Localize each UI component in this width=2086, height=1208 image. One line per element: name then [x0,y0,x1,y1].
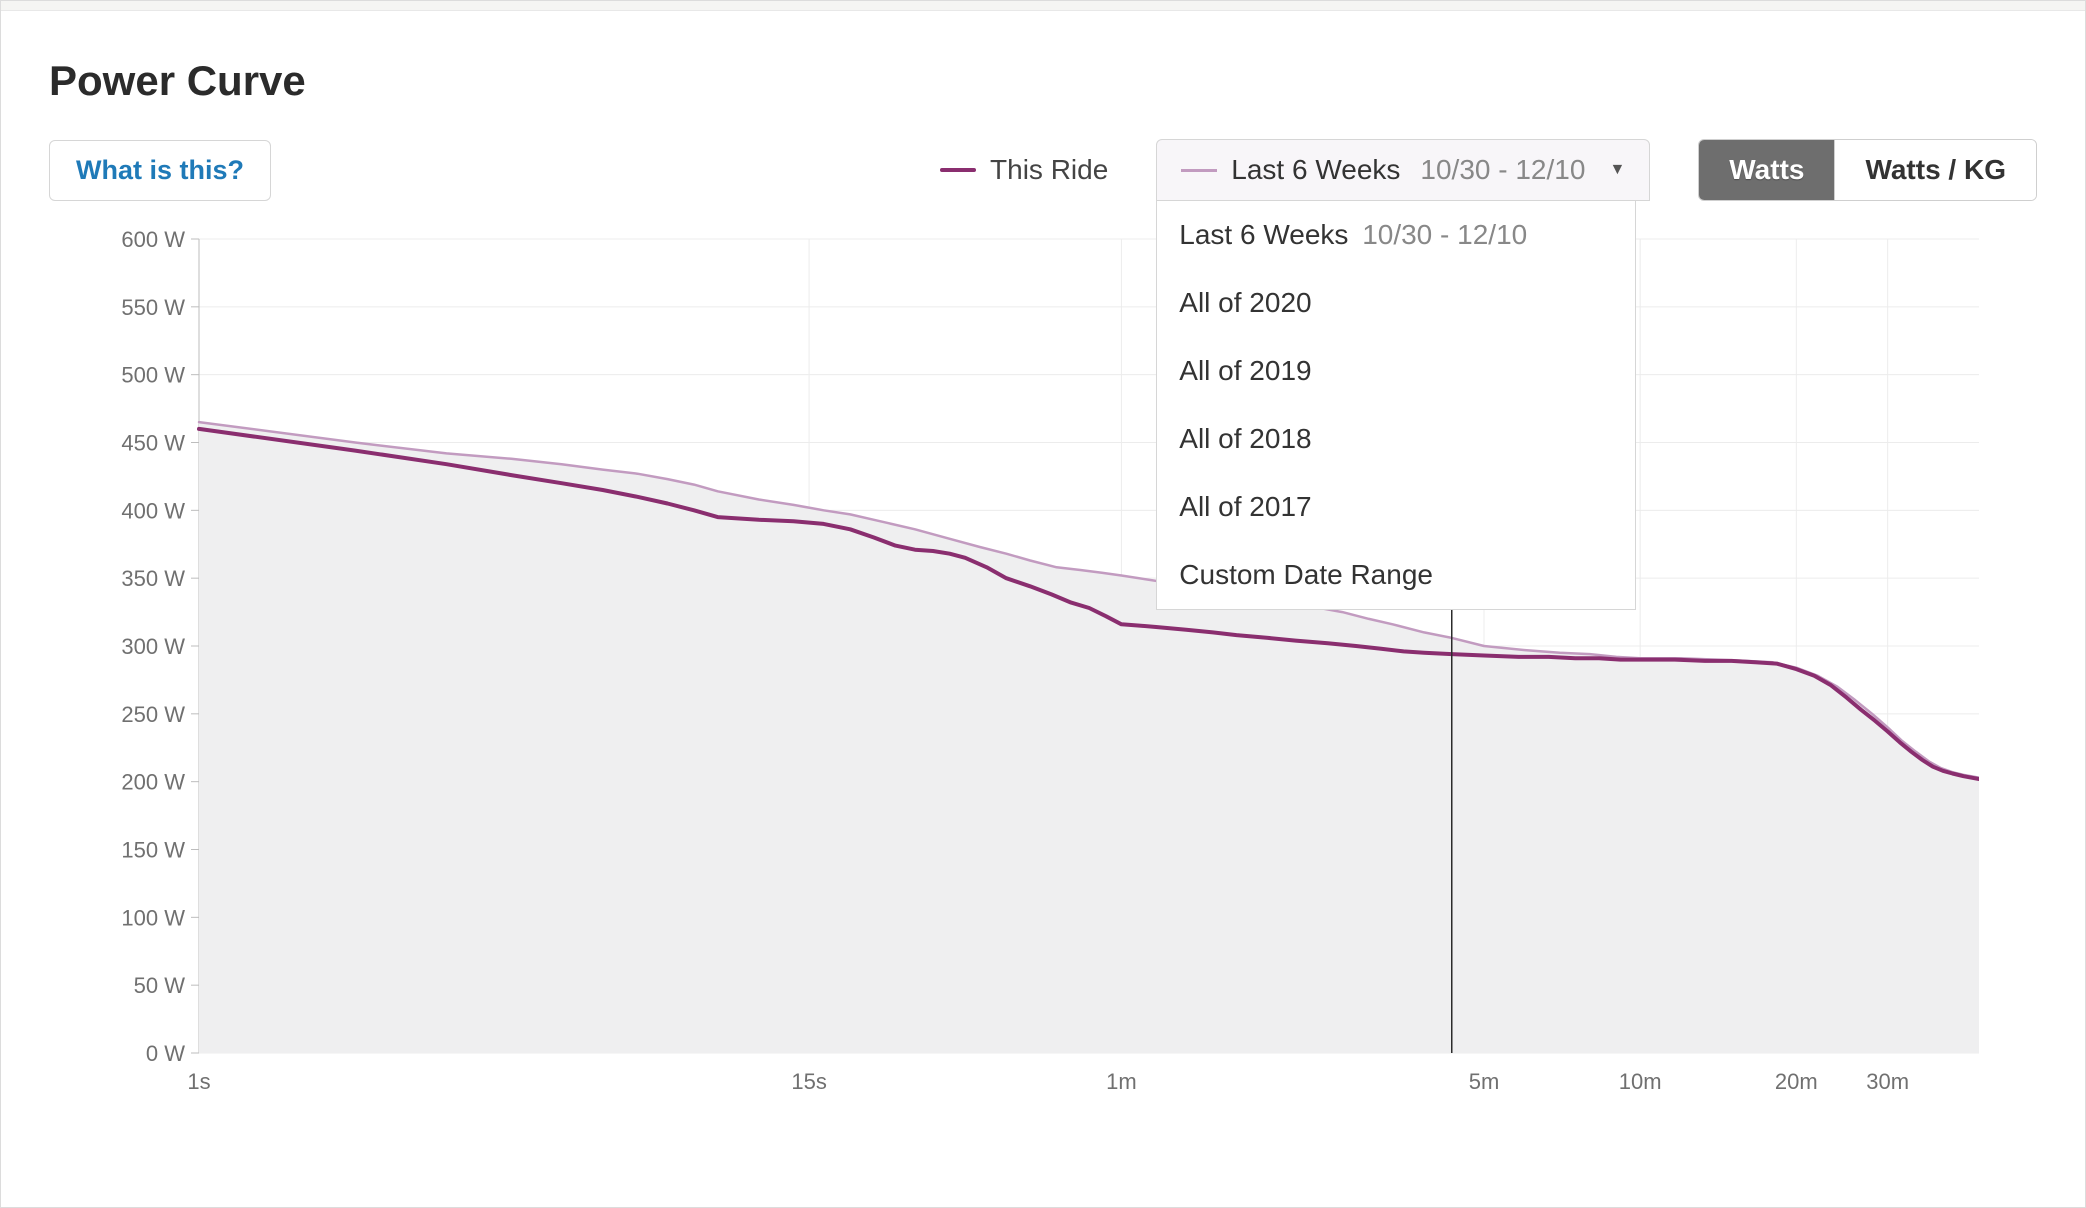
svg-text:300 W: 300 W [121,634,185,659]
svg-text:450 W: 450 W [121,431,185,456]
dropdown-option[interactable]: All of 2020 [1157,269,1635,337]
svg-text:150 W: 150 W [121,838,185,863]
svg-text:5m: 5m [1469,1069,1500,1094]
dropdown-option[interactable]: Last 6 Weeks 10/30 - 12/10 [1157,201,1635,269]
svg-text:350 W: 350 W [121,566,185,591]
svg-text:500 W: 500 W [121,363,185,388]
svg-text:30m: 30m [1866,1069,1909,1094]
dropdown-option[interactable]: Custom Date Range [1157,541,1635,609]
dropdown-selected-label: Last 6 Weeks [1231,154,1400,186]
dropdown-option[interactable]: All of 2019 [1157,337,1635,405]
power-curve-chart[interactable]: 4 ov 15, 2017) [Analysis] 0 W50 W100 W15… [89,231,2037,1111]
svg-text:50 W: 50 W [134,973,186,998]
watts-toggle-button[interactable]: Watts [1699,140,1834,200]
watts-per-kg-toggle-button[interactable]: Watts / KG [1834,140,2036,200]
controls-row: What is this? This Ride Last 6 Weeks 10/… [49,139,2037,201]
dropdown-selected-range: 10/30 - 12/10 [1420,154,1585,186]
svg-text:100 W: 100 W [121,905,185,930]
chevron-down-icon: ▼ [1609,161,1625,179]
page-title: Power Curve [49,57,2037,105]
legend-this-ride: This Ride [940,154,1108,186]
svg-text:200 W: 200 W [121,770,185,795]
top-strip [1,1,2085,11]
dropdown-option[interactable]: All of 2017 [1157,473,1635,541]
comparison-dropdown: Last 6 Weeks 10/30 - 12/10 ▼ Last 6 Week… [1156,139,1650,201]
svg-text:400 W: 400 W [121,498,185,523]
legend-swatch-this-ride [940,168,976,172]
svg-text:250 W: 250 W [121,702,185,727]
svg-text:20m: 20m [1775,1069,1818,1094]
svg-text:1s: 1s [187,1069,210,1094]
svg-text:15s: 15s [791,1069,826,1094]
legend-swatch-comparison [1181,169,1217,172]
svg-text:10m: 10m [1619,1069,1662,1094]
svg-text:600 W: 600 W [121,231,185,252]
chart-svg: 0 W 50 W 100 W 150 W 200 W 250 W 300 W 350 W 400… [89,231,1979,1111]
svg-text:1m: 1m [1106,1069,1137,1094]
legend-this-ride-label: This Ride [990,154,1108,186]
comparison-dropdown-button[interactable]: Last 6 Weeks 10/30 - 12/10 ▼ [1156,139,1650,201]
comparison-dropdown-menu: Last 6 Weeks 10/30 - 12/10All of 2020All… [1156,201,1636,610]
what-is-this-button[interactable]: What is this? [49,140,271,201]
svg-text:0 W: 0 W [146,1041,185,1066]
unit-toggle: Watts Watts / KG [1698,139,2037,201]
svg-text:550 W: 550 W [121,295,185,320]
dropdown-option[interactable]: All of 2018 [1157,405,1635,473]
